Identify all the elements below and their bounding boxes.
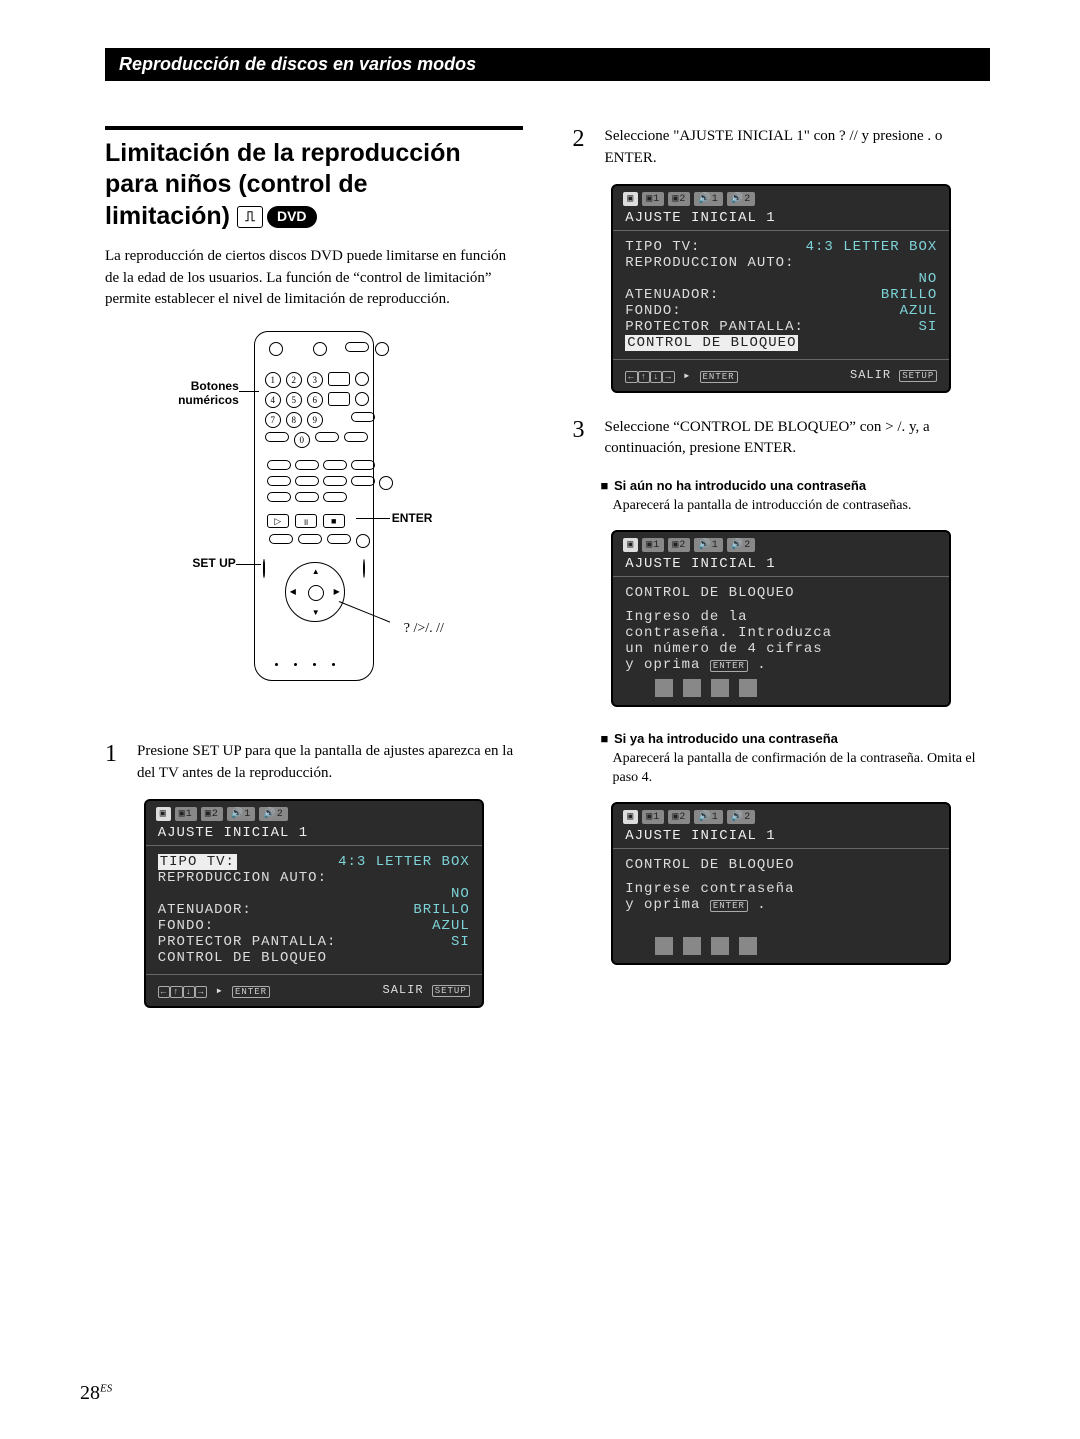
osd4-header: ▣ ▣1▣2 🔊1🔊2 xyxy=(613,804,949,828)
step-1: 1 Presione SET UP para que la pantalla d… xyxy=(105,741,523,785)
remote-icon xyxy=(237,206,263,228)
step3-text: Seleccione “CONTROL DE BLOQUEO” con > /.… xyxy=(605,417,991,461)
label-enter: ENTER xyxy=(392,511,433,525)
osd1-title: AJUSTE INICIAL 1 xyxy=(146,825,482,845)
step-3: 3 Seleccione “CONTROL DE BLOQUEO” con > … xyxy=(573,417,991,461)
osd1-footer: ←↑↓→ ▸ ENTER SALIR SETUP xyxy=(146,974,482,1006)
label-arrows: ? />/. // xyxy=(404,621,444,636)
title-line1: Limitación de la reproducción xyxy=(105,139,461,167)
osd3-body: CONTROL DE BLOQUEO Ingreso de la contras… xyxy=(613,576,949,705)
dvd-badge: DVD xyxy=(267,206,317,228)
osd2-header: ▣ ▣1▣2 🔊1🔊2 xyxy=(613,186,949,210)
password-boxes xyxy=(625,679,937,697)
section-title: Limitación de la reproducción para niños… xyxy=(105,138,523,232)
osd2-footer: ←↑↓→ ▸ ENTER SALIR SETUP xyxy=(613,359,949,391)
label-numeric: numéricos xyxy=(178,393,239,407)
step2-num: 2 xyxy=(573,126,601,153)
osd2-body: TIPO TV:4:3 LETTER BOX REPRODUCCION AUTO… xyxy=(613,230,949,359)
remote-body-outline: 1 2 3 4 5 6 7 8 9 xyxy=(254,331,374,681)
sub-a-heading: Si aún no ha introducido una contraseña xyxy=(601,478,991,493)
right-column: 2 Seleccione "AJUSTE INICIAL 1" con ? //… xyxy=(573,126,991,1032)
step3-num: 3 xyxy=(573,417,601,444)
osd-2: ▣ ▣1▣2 🔊1🔊2 AJUSTE INICIAL 1 TIPO TV:4:3… xyxy=(611,184,951,393)
title-line2: para niños (control de xyxy=(105,170,368,198)
sub-b-heading: Si ya ha introducido una contraseña xyxy=(601,731,991,746)
osd2-title: AJUSTE INICIAL 1 xyxy=(613,210,949,230)
osd-3: ▣ ▣1▣2 🔊1🔊2 AJUSTE INICIAL 1 CONTROL DE … xyxy=(611,530,951,707)
step2-text: Seleccione "AJUSTE INICIAL 1" con ? // y… xyxy=(605,126,991,170)
label-setup: SET UP xyxy=(192,556,235,570)
step1-text: Presione SET UP para que la pantalla de … xyxy=(137,741,523,785)
osd-4: ▣ ▣1▣2 🔊1🔊2 AJUSTE INICIAL 1 CONTROL DE … xyxy=(611,802,951,965)
osd4-body: CONTROL DE BLOQUEO Ingrese contraseña y … xyxy=(613,848,949,963)
osd3-title: AJUSTE INICIAL 1 xyxy=(613,556,949,576)
remote-figure: 1 2 3 4 5 6 7 8 9 xyxy=(144,331,484,711)
osd1-body: TIPO TV:4:3 LETTER BOX REPRODUCCION AUTO… xyxy=(146,845,482,974)
osd1-header: ▣ ▣1▣2 🔊1🔊2 xyxy=(146,801,482,825)
osd3-subtitle: CONTROL DE BLOQUEO xyxy=(625,585,937,601)
step-2: 2 Seleccione "AJUSTE INICIAL 1" con ? //… xyxy=(573,126,991,170)
chapter-title: Reproducción de discos en varios modos xyxy=(119,54,476,74)
osd3-header: ▣ ▣1▣2 🔊1🔊2 xyxy=(613,532,949,556)
label-buttons: Botones xyxy=(191,379,239,393)
title-line3: limitación) xyxy=(105,202,230,230)
page-columns: Limitación de la reproducción para niños… xyxy=(105,126,990,1032)
step1-num: 1 xyxy=(105,741,133,768)
osd4-subtitle: CONTROL DE BLOQUEO xyxy=(625,857,937,873)
chapter-band: Reproducción de discos en varios modos xyxy=(105,48,990,81)
title-rule xyxy=(105,126,523,130)
osd4-title: AJUSTE INICIAL 1 xyxy=(613,828,949,848)
password-boxes-2 xyxy=(625,937,937,955)
page-number: 28ES xyxy=(80,1382,112,1405)
osd-1: ▣ ▣1▣2 🔊1🔊2 AJUSTE INICIAL 1 TIPO TV:4:3… xyxy=(144,799,484,1008)
intro-text: La reproducción de ciertos discos DVD pu… xyxy=(105,246,523,311)
left-column: Limitación de la reproducción para niños… xyxy=(105,126,523,1032)
sub-b-text: Aparecerá la pantalla de confirmación de… xyxy=(613,749,991,788)
sub-a-text: Aparecerá la pantalla de introducción de… xyxy=(613,496,991,516)
